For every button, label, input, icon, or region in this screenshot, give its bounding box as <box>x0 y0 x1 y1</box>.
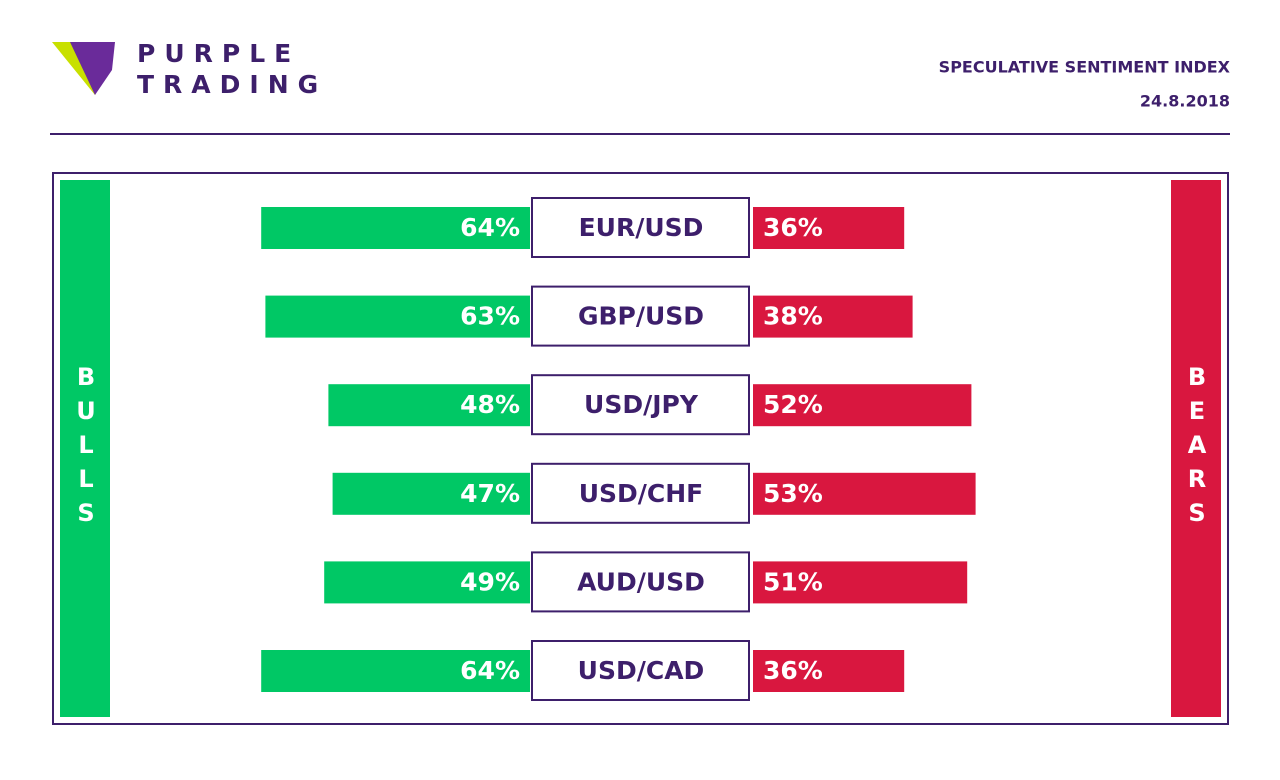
category-box <box>531 285 750 347</box>
category-label: USD/CAD <box>578 656 705 685</box>
bar <box>324 561 530 604</box>
logo-mark-purple <box>70 42 115 95</box>
bar <box>753 207 905 249</box>
category-label: USD/JPY <box>584 390 699 419</box>
series-column <box>1171 180 1221 717</box>
value-label: 38% <box>763 302 823 331</box>
series-column <box>60 180 110 717</box>
value-label: 64% <box>460 213 520 242</box>
bar <box>753 650 905 692</box>
bar <box>332 472 530 515</box>
category-label: EUR/USD <box>579 213 704 242</box>
category-label: GBP/USD <box>578 302 704 331</box>
value-label: 36% <box>763 213 823 242</box>
category-label: USD/CHF <box>579 479 704 508</box>
chart-title: SPECULATIVE SENTIMENT INDEX <box>939 58 1231 77</box>
value-label: 51% <box>763 567 823 596</box>
category-box <box>531 374 750 436</box>
bar <box>261 650 530 692</box>
bar <box>753 295 913 338</box>
value-label: 48% <box>460 390 520 419</box>
category-box <box>531 462 750 524</box>
value-label: 49% <box>460 567 520 596</box>
value-label: 53% <box>763 479 823 508</box>
value-label: 36% <box>763 656 823 685</box>
bar <box>265 295 530 338</box>
brand-line: PURPLE <box>137 39 300 68</box>
category-box <box>531 197 750 258</box>
bar <box>753 472 976 515</box>
legend-label: BEARS <box>1183 363 1211 533</box>
value-label: 64% <box>460 656 520 685</box>
legend-label: BULLS <box>72 363 100 533</box>
value-label: 52% <box>763 390 823 419</box>
value-label: 63% <box>460 302 520 331</box>
bar <box>753 561 968 604</box>
bar <box>261 207 530 249</box>
logo <box>52 42 115 95</box>
brand-line: TRADING <box>137 70 327 99</box>
value-label: 47% <box>460 479 520 508</box>
category-box <box>531 551 750 613</box>
chart-subtitle: 24.8.2018 <box>1140 92 1230 111</box>
category-label: AUD/USD <box>577 567 705 596</box>
bar <box>753 384 972 427</box>
bar <box>328 384 530 427</box>
category-box <box>531 640 750 701</box>
frame <box>52 172 1229 725</box>
